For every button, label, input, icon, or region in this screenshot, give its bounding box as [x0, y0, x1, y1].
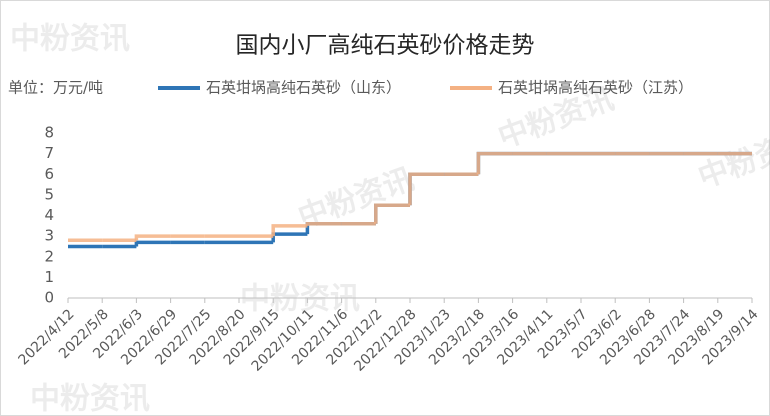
y-tick-label: 4 — [44, 206, 54, 224]
y-tick-label: 2 — [44, 247, 54, 265]
step-segment — [134, 240, 171, 247]
watermark: 中粉资讯 — [30, 382, 150, 416]
watermark: 中粉资讯 — [240, 282, 360, 317]
step-segment — [134, 234, 171, 241]
y-tick-label: 1 — [44, 268, 54, 286]
y-tick-label: 7 — [44, 144, 54, 162]
y-tick-label: 0 — [44, 289, 54, 307]
y-tick-label: 5 — [44, 185, 54, 203]
y-tick-label: 6 — [44, 165, 54, 183]
step-segment — [271, 224, 308, 237]
y-tick-label: 3 — [44, 227, 54, 245]
y-tick-label: 8 — [44, 124, 54, 142]
unit-label: 单位：万元/吨 — [8, 79, 103, 97]
chart-title: 国内小厂高纯石英砂价格走势 — [236, 33, 535, 59]
step-segment — [305, 222, 342, 226]
watermark: 中粉资讯 — [10, 22, 130, 57]
step-segment — [476, 151, 513, 175]
step-segment — [374, 203, 410, 224]
legend-label: 石英坩埚高纯石英砂（山东） — [206, 79, 401, 97]
legend-label: 石英坩埚高纯石英砂（江苏） — [498, 79, 693, 97]
step-segment — [408, 172, 445, 206]
